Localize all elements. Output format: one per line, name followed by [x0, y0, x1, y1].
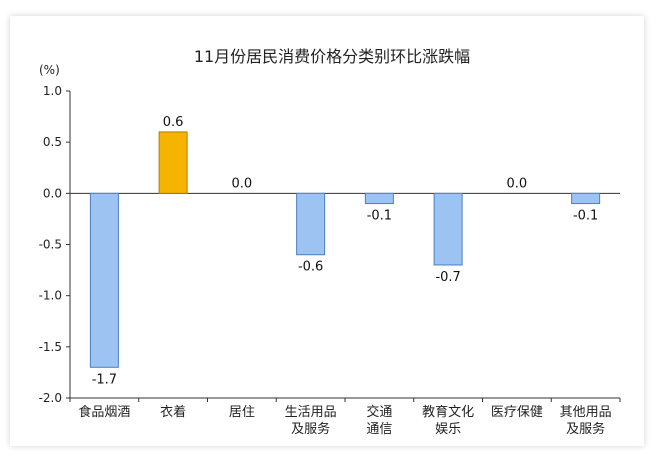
data-label: -0.1 — [367, 209, 392, 224]
category-label: 及服务 — [566, 421, 605, 437]
y-tick-label: -2.0 — [39, 391, 62, 405]
category-label: 交通 — [366, 404, 392, 420]
bar — [364, 192, 394, 205]
category-label: 食品烟酒 — [78, 404, 130, 420]
bar — [158, 131, 188, 194]
category-label: 及服务 — [291, 421, 330, 437]
y-tick-label: 0.0 — [43, 186, 62, 200]
bar — [296, 192, 326, 256]
data-labels: -1.7 0.6 0.0 -0.6 -0.1 -0.7 0.0 -0.1 — [92, 115, 599, 387]
category-label: 通信 — [366, 422, 392, 437]
bar — [433, 192, 463, 266]
data-label: -0.1 — [573, 209, 598, 224]
y-tick-label: -1.0 — [39, 289, 62, 303]
y-tick-label: 0.5 — [43, 135, 62, 149]
bar — [571, 192, 601, 205]
data-label: 0.0 — [507, 176, 528, 191]
y-tick-label: -0.5 — [39, 238, 62, 252]
data-label: -1.7 — [92, 372, 117, 387]
data-label: 0.6 — [163, 115, 184, 130]
category-label: 娱乐 — [435, 422, 461, 437]
category-label: 医疗保健 — [491, 405, 543, 420]
category-label: 生活用品 — [285, 405, 337, 420]
category-label: 其他用品 — [560, 405, 612, 420]
y-tick-label: -1.5 — [39, 340, 62, 354]
y-tick-label: 1.0 — [43, 84, 62, 98]
data-label: -0.7 — [435, 270, 460, 285]
data-label: 0.0 — [232, 176, 253, 191]
category-label: 衣着 — [160, 404, 186, 420]
bars — [89, 131, 601, 368]
data-label: -0.6 — [298, 260, 323, 275]
bar-chart: 11月份居民消费价格分类别环比涨跌幅 (%) 1.0 0.5 0.0 -0.5 -1.0… — [39, 47, 621, 437]
chart-frame: 11月份居民消费价格分类别环比涨跌幅 (%) 1.0 0.5 0.0 -0.5 -1.0… — [10, 16, 644, 446]
bar — [89, 192, 119, 368]
axes: 1.0 0.5 0.0 -0.5 -1.0 -1.5 -2.0 — [39, 84, 621, 405]
category-label: 教育文化 — [422, 404, 474, 420]
y-unit-label: (%) — [39, 63, 60, 77]
chart-title: 11月份居民消费价格分类别环比涨跌幅 — [194, 47, 470, 66]
category-label: 居住 — [229, 405, 255, 420]
